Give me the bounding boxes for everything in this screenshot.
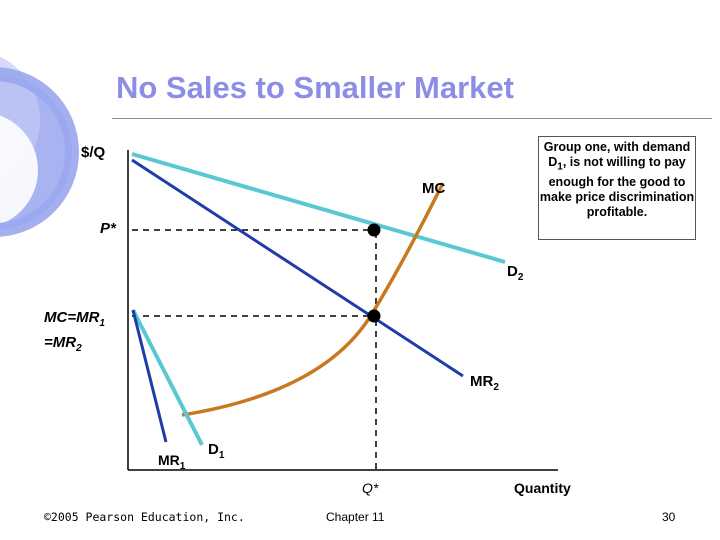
title-divider bbox=[112, 118, 712, 119]
mc-label: MC bbox=[422, 180, 446, 197]
p-star-label: P* bbox=[100, 220, 116, 237]
footer-page-number: 30 bbox=[662, 510, 676, 524]
d1-curve bbox=[131, 309, 204, 446]
deco-circle-ring bbox=[0, 67, 79, 237]
mr2-curve bbox=[131, 158, 464, 378]
d2-curve bbox=[131, 152, 506, 264]
footer-chapter: Chapter 11 bbox=[326, 510, 385, 524]
footer-copyright: ©2005 Pearson Education, Inc. bbox=[44, 510, 245, 524]
mr1-curve bbox=[131, 309, 168, 443]
callout-box: Group one, with demand D1, is not willin… bbox=[538, 136, 696, 240]
mr2-label: MR2 bbox=[470, 373, 499, 393]
q-star-label: Q* bbox=[362, 480, 379, 496]
deco-circle-inner bbox=[0, 115, 38, 225]
mr1-label: MR1 bbox=[158, 452, 186, 472]
y-axis-label: $/Q bbox=[81, 144, 106, 161]
d2-label: D2 bbox=[507, 263, 524, 283]
slide-title: No Sales to Smaller Market bbox=[116, 70, 514, 105]
point-p-star bbox=[367, 223, 381, 237]
x-axis-label: Quantity bbox=[514, 480, 571, 496]
point-mc-mr bbox=[367, 309, 381, 323]
mc-mr-label: MC=MR1 =MR2 bbox=[44, 309, 105, 354]
d1-label: D1 bbox=[208, 441, 225, 461]
